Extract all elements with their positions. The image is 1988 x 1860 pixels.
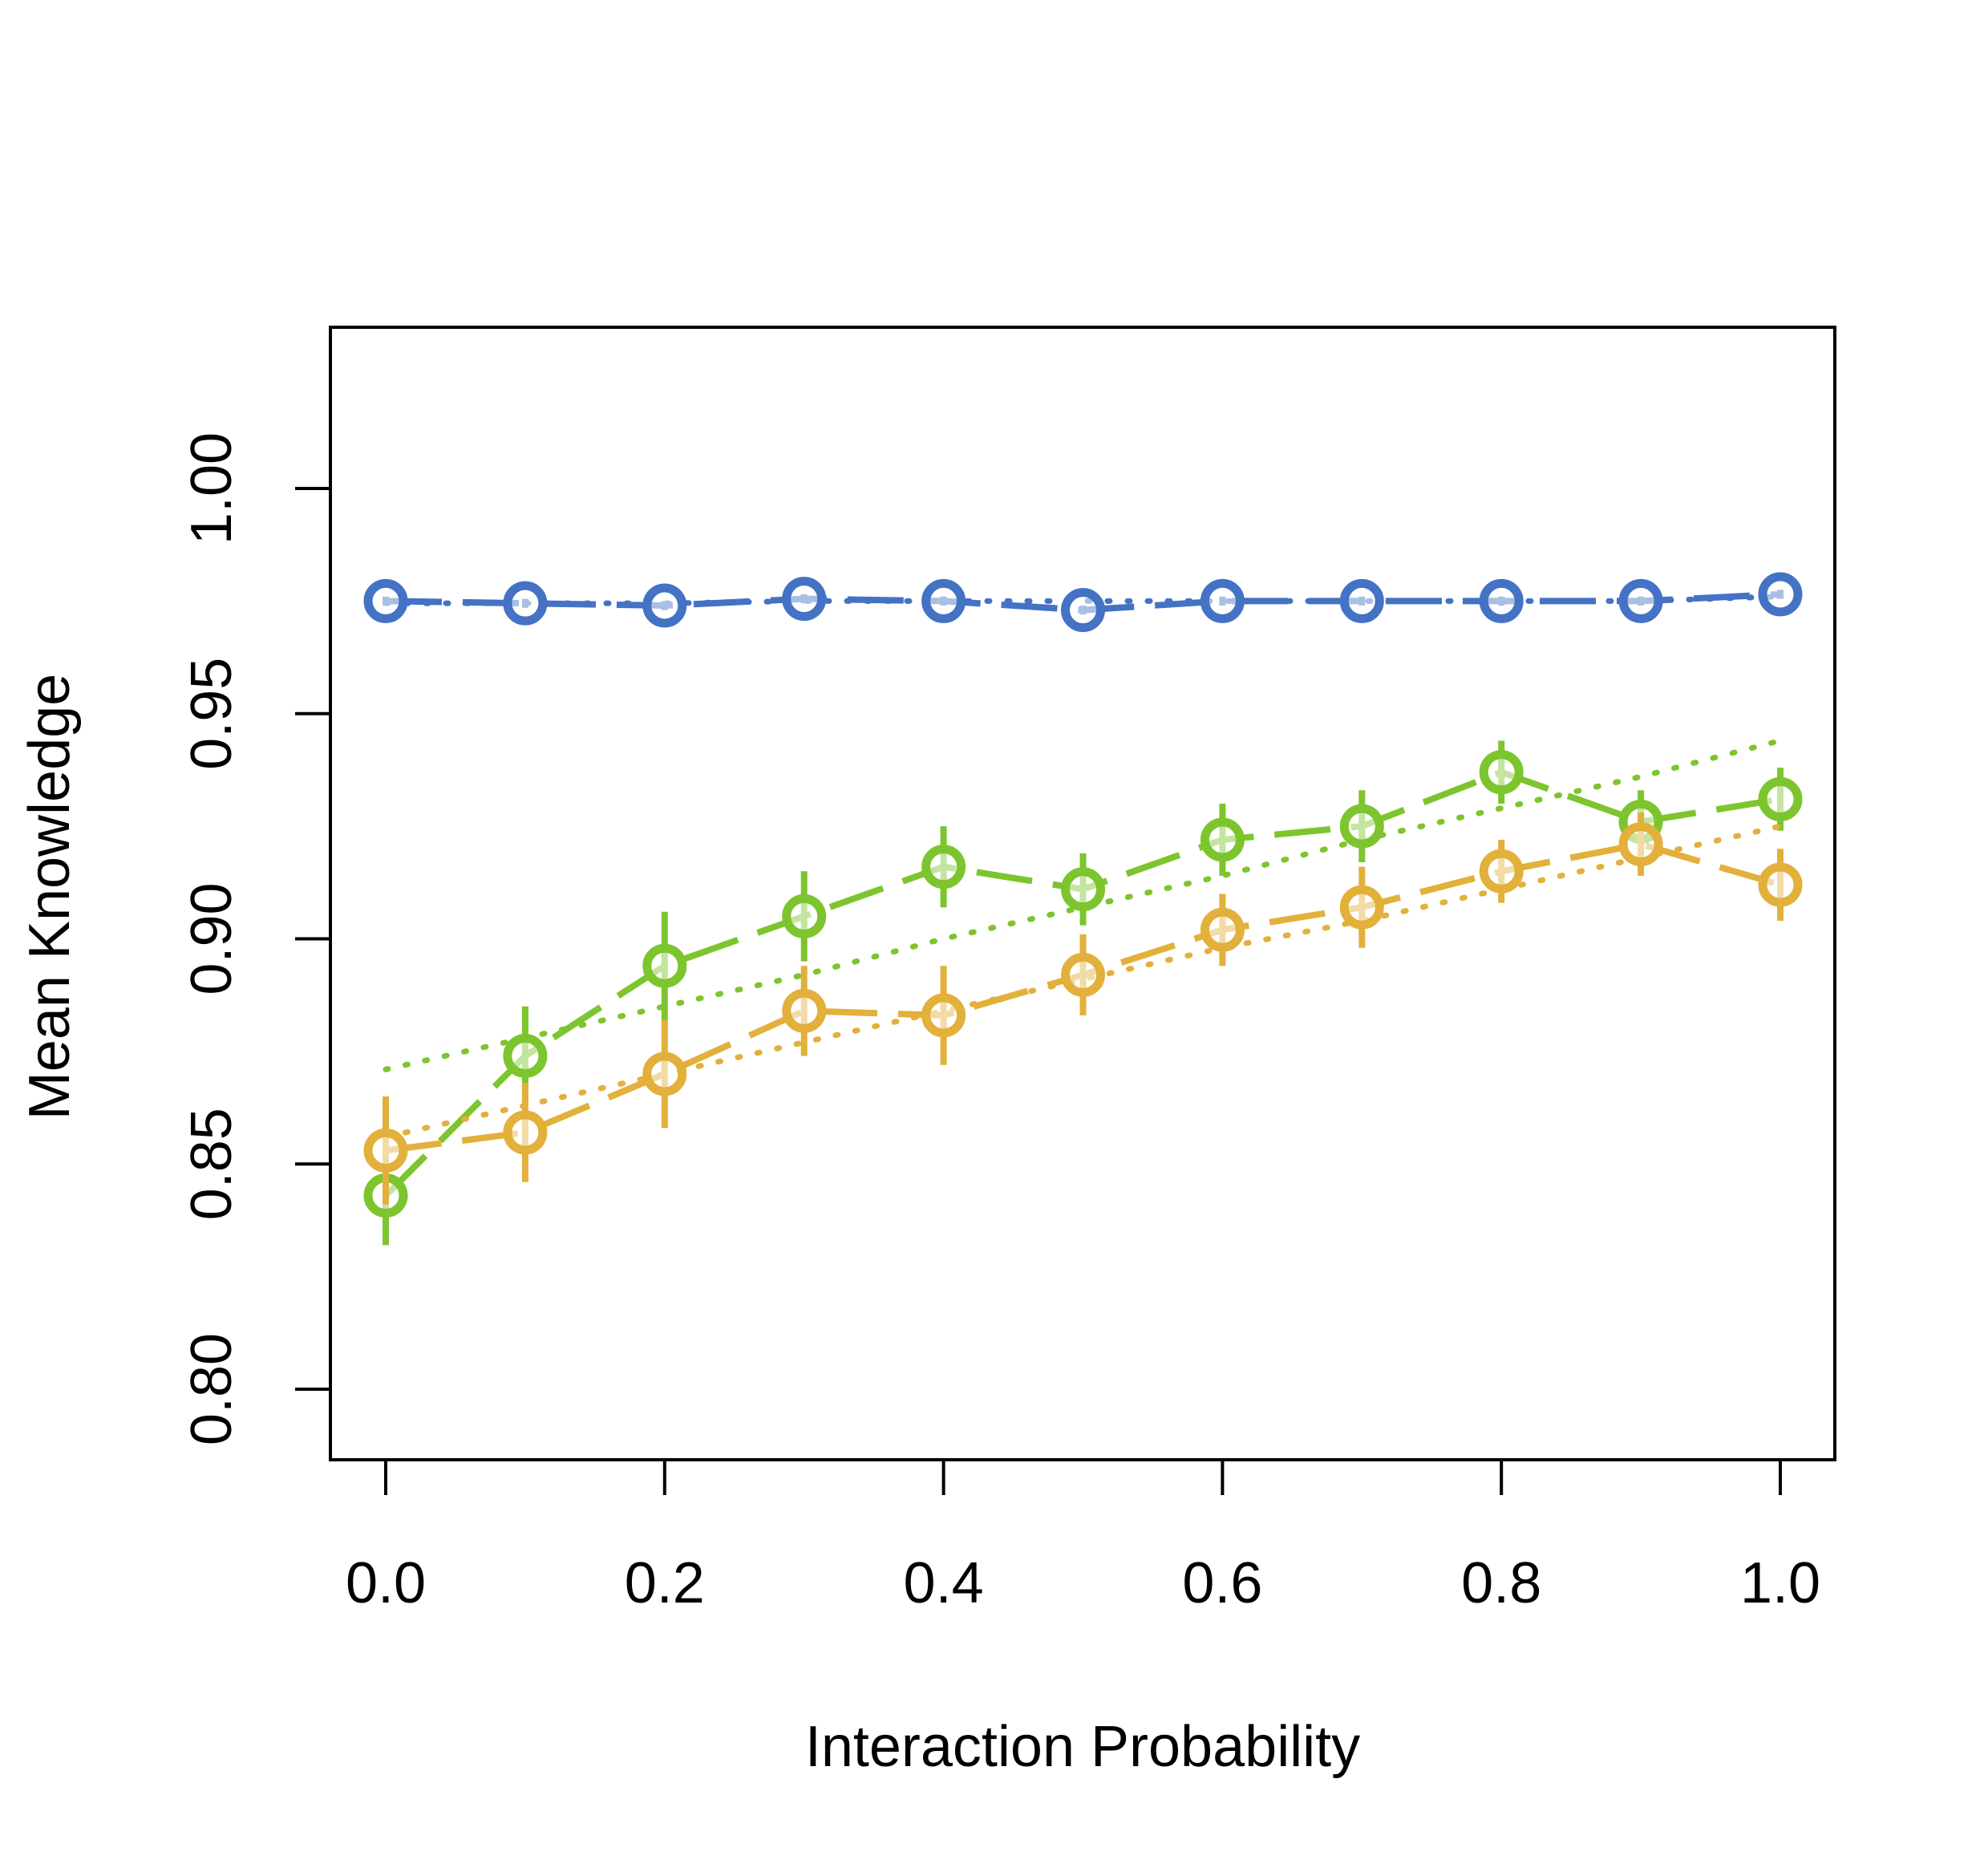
data-point: [1339, 885, 1384, 930]
data-point: [1061, 952, 1105, 997]
y-tick-label: 1.00: [180, 432, 244, 545]
x-tick-label: 0.8: [1461, 1551, 1541, 1615]
data-point: [1200, 817, 1245, 862]
y-axis-title: Mean Knowledge: [18, 674, 82, 1120]
series-1: [363, 572, 1803, 633]
data-point: [1061, 588, 1105, 633]
data-point: [921, 993, 966, 1038]
data-point: [503, 1110, 548, 1155]
data-point: [1479, 750, 1524, 795]
data-point: [1061, 867, 1105, 912]
data-point: [642, 1052, 687, 1096]
data-point: [1758, 862, 1803, 907]
data-point: [503, 1033, 548, 1078]
series-layer: [363, 572, 1803, 1246]
data-point: [1339, 804, 1384, 849]
data-point: [1479, 849, 1524, 894]
data-point: [1479, 578, 1524, 623]
data-point: [1200, 907, 1245, 952]
plot-frame: [329, 326, 1836, 1461]
y-tick-label: 0.95: [180, 658, 244, 770]
x-tick-label: 0.2: [625, 1551, 705, 1615]
x-tick-label: 0.4: [904, 1551, 984, 1615]
x-axis-title: Interaction Probability: [805, 1715, 1360, 1779]
data-point: [1758, 776, 1803, 821]
x-tick-label: 0.6: [1182, 1551, 1262, 1615]
y-tick-label: 0.90: [180, 882, 244, 995]
data-point: [1618, 578, 1663, 623]
data-point: [921, 845, 966, 889]
y-tick-label: 0.85: [180, 1108, 244, 1220]
data-point: [782, 988, 827, 1033]
data-point: [1339, 578, 1384, 623]
data-point: [782, 577, 827, 622]
data-point: [1200, 578, 1245, 623]
data-point: [1758, 572, 1803, 617]
data-point: [782, 894, 827, 938]
x-tick-label: 0.0: [346, 1551, 426, 1615]
data-point: [1618, 822, 1663, 867]
data-point: [363, 578, 408, 623]
series-trend-line: [383, 737, 1784, 1072]
y-tick-label: 0.80: [180, 1333, 244, 1445]
data-point: [921, 578, 966, 623]
data-point: [642, 583, 687, 628]
x-tick-label: 1.0: [1740, 1551, 1820, 1615]
data-point: [363, 1128, 408, 1173]
series-trend-line: [383, 823, 1784, 1141]
data-point: [503, 581, 548, 626]
data-point: [642, 943, 687, 988]
series-3: [363, 812, 1803, 1205]
axes-layer: 0.0 0.2 0.4 0.6 0.8 1.0 0.80 0.85 0.90 0.95 1.00: [180, 432, 1820, 1615]
